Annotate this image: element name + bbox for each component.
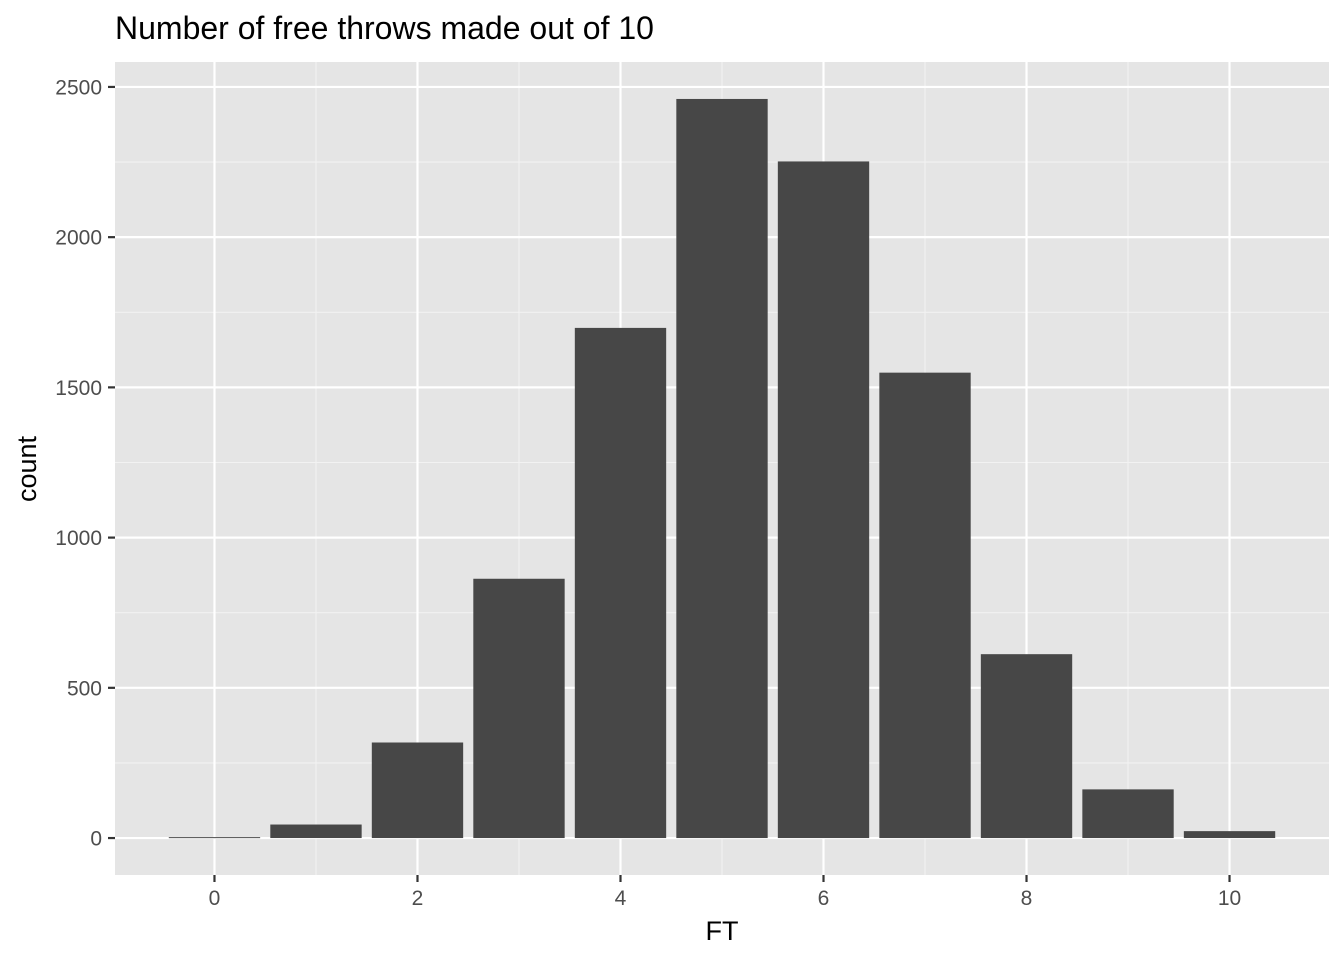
x-tick-label: 8 [1021,887,1033,910]
y-tick-label: 1500 [55,377,102,400]
y-tick-label: 500 [67,677,102,700]
bar-ft-8 [980,654,1073,839]
bar-ft-9 [1082,789,1174,839]
x-tick-label: 4 [615,887,627,910]
bar-ft-10 [1183,831,1276,839]
x-axis-title: FT [706,916,739,946]
bar-ft-4 [574,327,667,839]
y-tick-label: 0 [90,828,102,851]
x-tick-label: 10 [1218,887,1241,910]
bar-ft-2 [371,742,464,839]
y-tick-label: 1000 [55,527,102,550]
bar-ft-6 [777,161,870,839]
x-tick-label: 2 [412,887,424,910]
y-axis-title: count [12,435,42,502]
y-axis: 0 500 1000 1500 2000 2500 [55,76,115,851]
chart-title: Number of free throws made out of 10 [115,10,654,46]
y-tick-label: 2000 [55,227,102,250]
x-tick-label: 6 [818,887,830,910]
bar-ft-1 [270,824,362,839]
bar-ft-7 [879,372,971,839]
x-axis: 0 2 4 6 8 10 [209,875,1241,910]
y-tick-label: 2500 [55,76,102,99]
bars [168,98,1276,839]
bar-ft-5 [676,98,768,839]
bar-ft-3 [473,578,565,839]
x-tick-label: 0 [209,887,221,910]
bar-ft-0 [168,837,261,839]
